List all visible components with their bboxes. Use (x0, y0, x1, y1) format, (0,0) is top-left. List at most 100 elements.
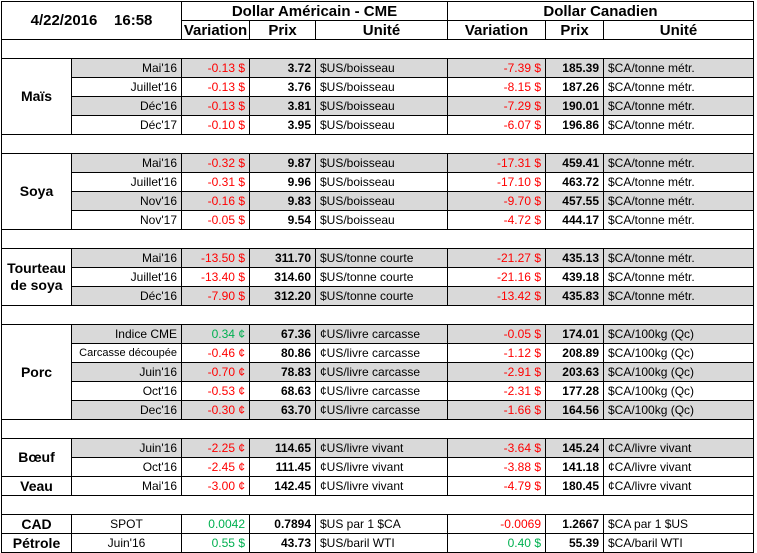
ca-price-cell: 177.28 (545, 381, 604, 401)
ca-variation-cell: -1.12 $ (447, 343, 546, 363)
separator-cell (1, 305, 754, 325)
us-price-cell: 114.65 (249, 438, 316, 458)
ca-unit-cell: ¢CA/livre vivant (603, 457, 754, 477)
us-price-cell: 111.45 (249, 457, 316, 477)
header-row-titles: 4/22/2016 16:58 Dollar Américain - CME D… (1, 1, 754, 40)
us-variation-cell: -0.10 $ (181, 115, 250, 135)
separator-cell (1, 495, 754, 515)
ca-unit-cell: $CA/tonne métr. (603, 153, 754, 173)
ca-price-cell: 185.39 (545, 58, 604, 78)
contract-cell: Mai'16 (71, 153, 182, 173)
group-separator (1, 39, 754, 59)
commodity-label: Veau (1, 476, 72, 496)
contract-cell: Dec'16 (71, 400, 182, 420)
ca-price-cell: 444.17 (545, 210, 604, 230)
table-row: Maïs Mai'16 -0.13 $3.72 $US/boisseau -7.39 $… (1, 58, 754, 135)
contract-cell: Mai'16 (71, 248, 182, 268)
contract-cell: Juillet'16 (71, 172, 182, 192)
commodity-label-line2: de soya (10, 277, 63, 293)
ca-price-cell: 208.89 (545, 343, 604, 363)
us-price-cell: 67.36 (249, 324, 316, 344)
us-unit-cell: $US/tonne courte (315, 248, 448, 268)
ca-unite-header: Unité (603, 20, 754, 40)
ca-variation-cell: -21.27 $ (447, 248, 546, 268)
ca-price-cell: 463.72 (545, 172, 604, 192)
us-price-cell: 311.70 (249, 248, 316, 268)
table-row: Dec'16 -0.30 ¢ 63.70 ¢US/livre carcasse -1.6… (2, 400, 754, 420)
us-unit-cell: ¢US/livre carcasse (315, 400, 448, 420)
group-separator (1, 134, 754, 154)
ca-variation-cell: -7.29 $ (447, 96, 546, 116)
ca-price-cell: 187.26 (545, 77, 604, 97)
contract-cell: Juin'16 (71, 362, 182, 382)
ca-variation-cell: -8.15 $ (447, 77, 546, 97)
ca-variation-cell: -17.31 $ (447, 153, 546, 173)
ca-unit-cell: $CA/100kg (Qc) (603, 400, 754, 420)
ca-variation-cell: -3.88 $ (447, 457, 546, 477)
us-variation-cell: -0.13 $ (181, 96, 250, 116)
table-row: Juillet'16 -0.13 $3.76 $US/boisseau -8.15 $… (2, 77, 754, 97)
ca-price-cell: 174.01 (545, 324, 604, 344)
us-price-cell: 43.73 (249, 533, 316, 553)
ca-variation-cell: -4.72 $ (447, 210, 546, 230)
table-row: Oct'16 -2.45 ¢ 111.45 ¢US/livre vivant -3.88… (2, 457, 754, 477)
ca-price-cell: 190.01 (545, 96, 604, 116)
ca-price-cell: 435.13 (545, 248, 604, 268)
contract-cell: Indice CME (71, 324, 182, 344)
us-dollar-title: Dollar Américain - CME (181, 1, 448, 21)
us-variation-cell: -0.16 $ (181, 191, 250, 211)
table-row: Déc'17 -0.10 $3.95 $US/boisseau -6.07 $196.… (2, 115, 754, 135)
us-unit-cell: $US/baril WTI (315, 533, 448, 553)
table-row: Déc'16 -0.13 $3.81 $US/boisseau -7.29 $190.… (2, 96, 754, 116)
us-price-cell: 9.87 (249, 153, 316, 173)
us-variation-cell: 0.0042 (181, 514, 250, 534)
ca-variation-cell: -7.39 $ (447, 58, 546, 78)
ca-unit-cell: $CA/tonne métr. (603, 210, 754, 230)
ca-variation-cell: -1.66 $ (447, 400, 546, 420)
us-variation-cell: -0.53 ¢ (181, 381, 250, 401)
us-variation-cell: -0.46 ¢ (181, 343, 250, 363)
commodity-label: Maïs (1, 58, 72, 135)
ca-variation-cell: -2.31 $ (447, 381, 546, 401)
us-variation-cell: -3.00 ¢ (181, 476, 250, 496)
us-variation-cell: -13.50 $ (181, 248, 250, 268)
contract-cell: Mai'16 (71, 58, 182, 78)
us-unit-cell: ¢US/livre carcasse (315, 381, 448, 401)
us-unit-cell: $US/boisseau (315, 172, 448, 192)
us-variation-cell: -0.32 $ (181, 153, 250, 173)
table-row: Pétrole Juin'16 0.55 $43.73 $US/baril WTI 0.… (1, 533, 754, 553)
ca-unit-cell: $CA/tonne métr. (603, 58, 754, 78)
ca-variation-cell: -2.91 $ (447, 362, 546, 382)
contract-cell: Nov'17 (71, 210, 182, 230)
ca-unit-cell: ¢CA/livre vivant (603, 438, 754, 458)
ca-variation-cell: -6.07 $ (447, 115, 546, 135)
table-row: Nov'16 -0.16 $9.83 $US/boisseau -9.70 $457.… (2, 191, 754, 211)
us-variation-header: Variation (181, 20, 250, 40)
ca-price-cell: 145.24 (545, 438, 604, 458)
us-prix-header: Prix (249, 20, 316, 40)
contract-cell: Juin'16 (71, 533, 182, 553)
separator-cell (1, 39, 754, 59)
us-variation-cell: 0.55 $ (181, 533, 250, 553)
us-unit-cell: ¢US/livre carcasse (315, 324, 448, 344)
ca-unit-cell: $CA par 1 $US (603, 514, 754, 534)
separator-cell (1, 229, 754, 249)
ca-variation-cell: -17.10 $ (447, 172, 546, 192)
ca-price-cell: 180.45 (545, 476, 604, 496)
ca-price-cell: 196.86 (545, 115, 604, 135)
ca-unit-cell: $CA/100kg (Qc) (603, 324, 754, 344)
contract-cell: Juin'16 (71, 438, 182, 458)
us-price-cell: 3.76 (249, 77, 316, 97)
ca-unit-cell: ¢CA/livre vivant (603, 476, 754, 496)
time-text: 16:58 (114, 12, 153, 29)
separator-cell (1, 419, 754, 439)
us-price-cell: 9.54 (249, 210, 316, 230)
us-variation-cell: -0.13 $ (181, 58, 250, 78)
us-unit-cell: ¢US/livre vivant (315, 476, 448, 496)
us-unit-cell: $US/boisseau (315, 96, 448, 116)
ca-unit-cell: $CA/tonne métr. (603, 267, 754, 287)
contract-cell: Déc'16 (71, 96, 182, 116)
us-price-cell: 63.70 (249, 400, 316, 420)
